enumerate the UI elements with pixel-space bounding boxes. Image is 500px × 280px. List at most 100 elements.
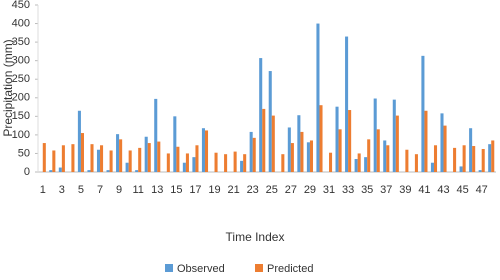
y-tick-label: 400 bbox=[12, 17, 30, 29]
legend-swatch bbox=[165, 264, 173, 272]
y-tick-label: 300 bbox=[12, 55, 30, 67]
bar bbox=[259, 58, 263, 172]
bar bbox=[281, 154, 285, 172]
x-tick-label: 5 bbox=[78, 184, 84, 196]
bar bbox=[77, 110, 81, 172]
bar bbox=[166, 153, 170, 172]
bar bbox=[354, 159, 358, 172]
bar bbox=[173, 116, 177, 172]
x-tick-label: 43 bbox=[437, 184, 449, 196]
bar bbox=[262, 108, 266, 172]
legend-label: Observed bbox=[177, 263, 225, 275]
bar bbox=[345, 36, 349, 172]
bar bbox=[383, 140, 387, 172]
bar bbox=[240, 160, 244, 172]
y-tick-label: 0 bbox=[24, 166, 30, 178]
bar bbox=[364, 157, 368, 172]
bar bbox=[395, 115, 399, 172]
bar bbox=[414, 154, 418, 172]
x-tick-label: 7 bbox=[97, 184, 103, 196]
bar bbox=[348, 110, 352, 172]
x-tick-label: 25 bbox=[266, 184, 278, 196]
bar bbox=[201, 128, 205, 172]
bar bbox=[440, 113, 444, 172]
bar bbox=[316, 23, 320, 172]
y-tick-label: 250 bbox=[12, 73, 30, 85]
bar bbox=[386, 145, 390, 172]
bar bbox=[287, 127, 291, 172]
bar bbox=[87, 170, 91, 172]
bar bbox=[329, 152, 333, 172]
bar bbox=[106, 170, 110, 172]
bar bbox=[462, 145, 466, 172]
x-tick-label: 1 bbox=[40, 184, 46, 196]
x-tick-label: 45 bbox=[456, 184, 468, 196]
x-tick-label: 47 bbox=[476, 184, 488, 196]
bar bbox=[478, 170, 482, 172]
bar bbox=[233, 151, 237, 172]
y-tick-label: 50 bbox=[18, 147, 30, 159]
bar bbox=[157, 141, 161, 172]
bar bbox=[290, 143, 294, 172]
bar bbox=[297, 115, 301, 172]
legend-label: Predicted bbox=[267, 263, 313, 275]
bar bbox=[268, 71, 272, 172]
bar bbox=[125, 162, 129, 172]
bar bbox=[306, 142, 310, 172]
bar bbox=[119, 139, 123, 172]
bar bbox=[58, 167, 62, 172]
bar bbox=[135, 170, 139, 172]
x-tick-label: 31 bbox=[323, 184, 335, 196]
bar bbox=[195, 145, 199, 172]
bar bbox=[252, 137, 256, 172]
bar bbox=[421, 55, 425, 172]
bar bbox=[300, 131, 304, 172]
y-tick-label: 100 bbox=[12, 129, 30, 141]
bar bbox=[116, 134, 120, 172]
bar bbox=[338, 129, 342, 172]
bar bbox=[433, 145, 438, 172]
x-tick-label: 41 bbox=[418, 184, 430, 196]
legend-swatch bbox=[255, 264, 263, 272]
y-tick-label: 200 bbox=[12, 92, 30, 104]
bar bbox=[424, 110, 428, 172]
x-tick-label: 37 bbox=[380, 184, 392, 196]
bar bbox=[80, 133, 84, 172]
x-tick-label: 23 bbox=[247, 184, 259, 196]
bar bbox=[443, 125, 447, 172]
bar bbox=[469, 128, 473, 172]
x-tick-label: 29 bbox=[304, 184, 316, 196]
x-tick-label: 3 bbox=[59, 184, 65, 196]
bar bbox=[128, 150, 132, 172]
bar bbox=[192, 157, 196, 172]
bar bbox=[472, 146, 476, 172]
bar bbox=[182, 162, 186, 172]
bar bbox=[71, 144, 75, 172]
bar bbox=[185, 153, 189, 172]
bar bbox=[376, 129, 380, 172]
y-axis-title: Precipitation (mm) bbox=[1, 39, 15, 136]
bar bbox=[430, 162, 434, 172]
bar bbox=[319, 105, 323, 172]
x-tick-label: 35 bbox=[361, 184, 373, 196]
bar bbox=[61, 145, 65, 172]
bar bbox=[42, 143, 46, 172]
bar bbox=[459, 166, 463, 172]
x-tick-label: 9 bbox=[116, 184, 122, 196]
bar bbox=[453, 147, 457, 172]
x-tick-label: 17 bbox=[189, 184, 201, 196]
bar bbox=[224, 154, 228, 172]
bar bbox=[373, 98, 377, 172]
bar bbox=[154, 98, 158, 172]
bar bbox=[144, 136, 148, 172]
bar bbox=[249, 131, 253, 172]
y-tick-label: 450 bbox=[12, 0, 30, 11]
bar bbox=[357, 153, 361, 172]
bar bbox=[271, 115, 275, 172]
bar bbox=[392, 99, 396, 172]
bar bbox=[138, 147, 142, 172]
x-tick-label: 21 bbox=[227, 184, 239, 196]
x-axis-title: Time Index bbox=[226, 230, 285, 244]
x-tick-label: 13 bbox=[151, 184, 163, 196]
bar bbox=[243, 154, 247, 172]
